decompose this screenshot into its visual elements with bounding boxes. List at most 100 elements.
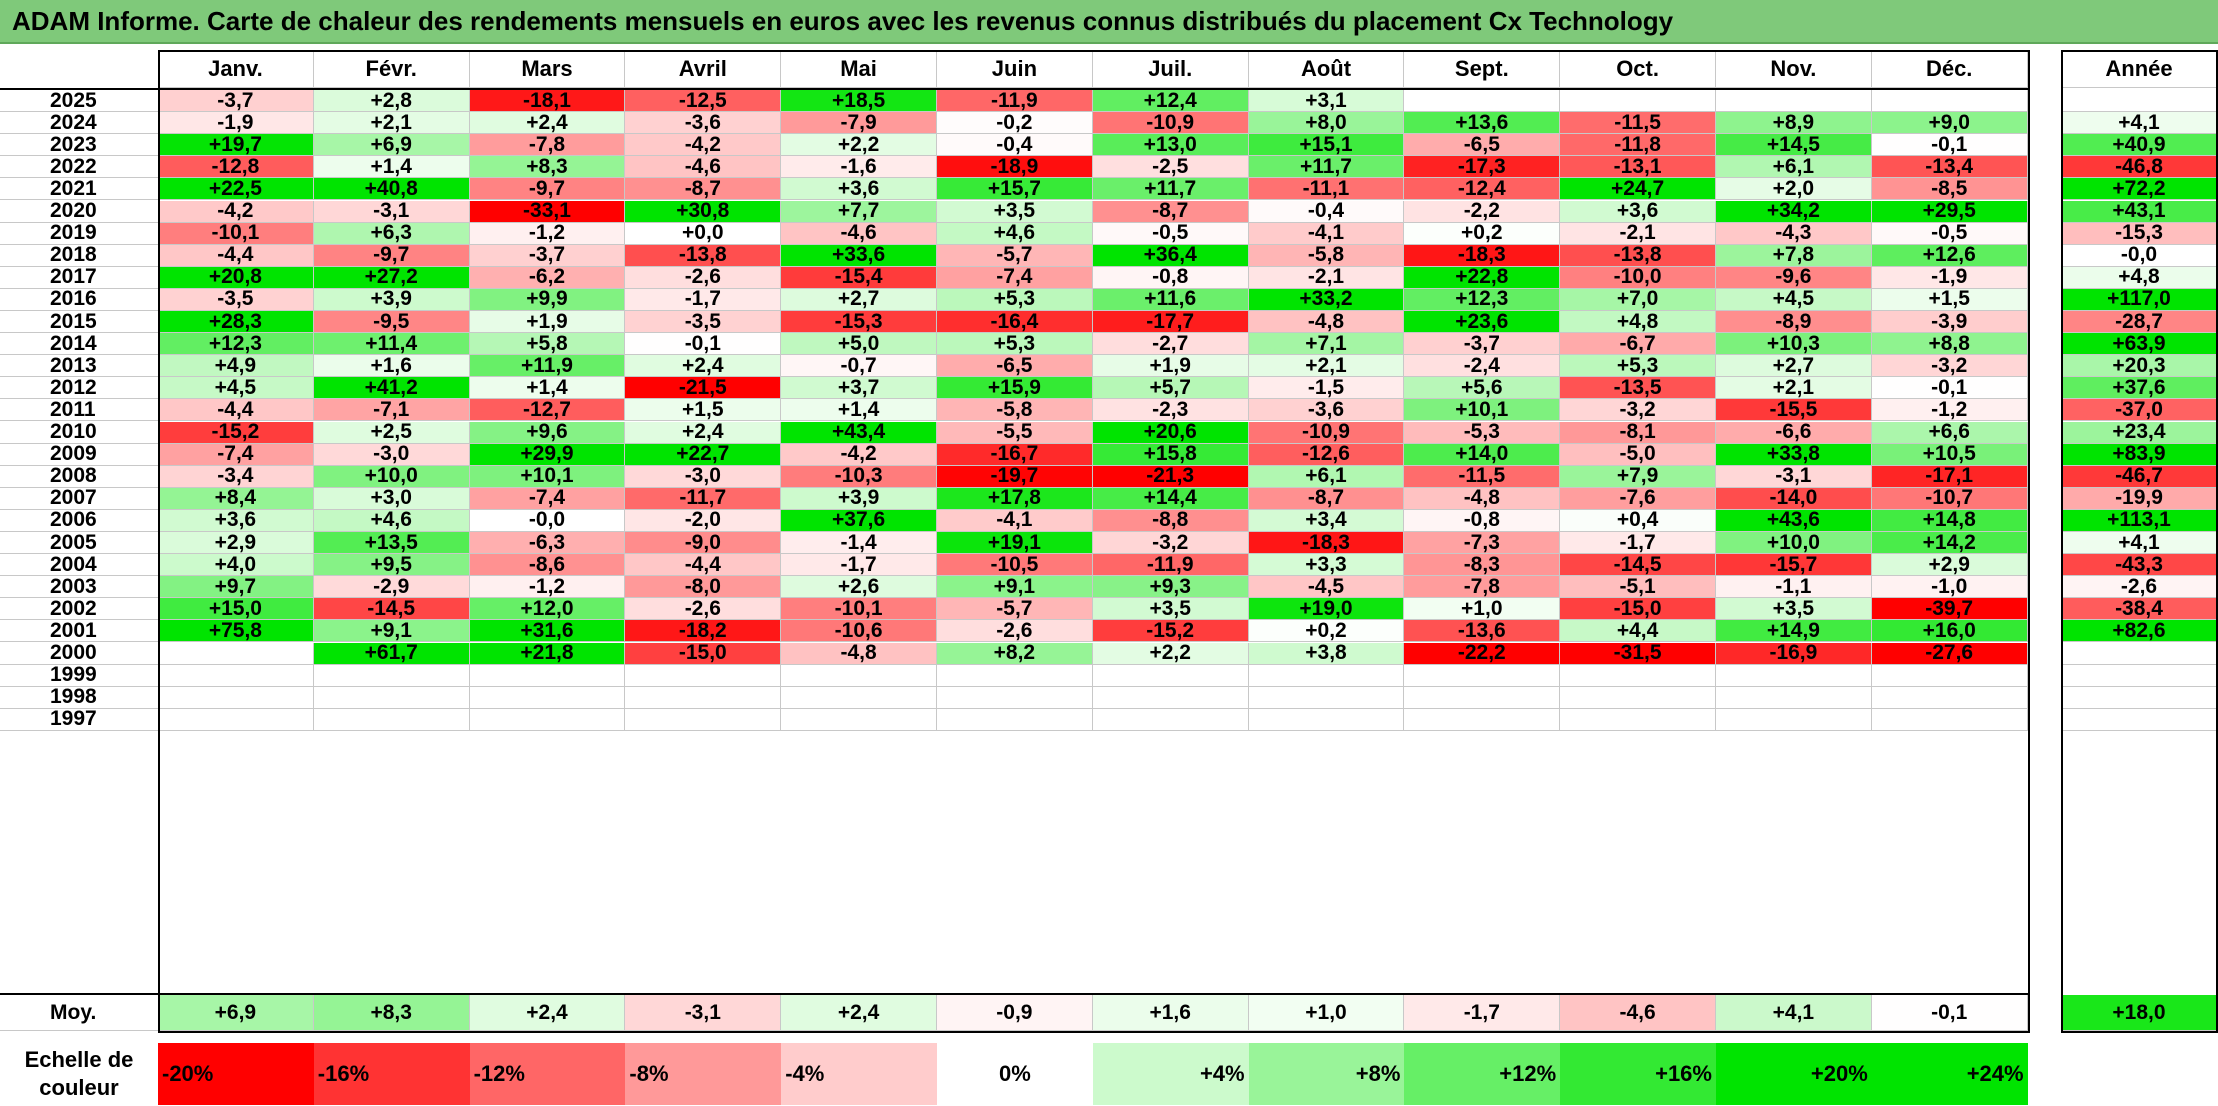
heatmap-cell: +14,0 bbox=[1404, 442, 1561, 466]
row-label: 2020 bbox=[0, 199, 158, 223]
heatmap-cell: +34,2 bbox=[1716, 199, 1872, 223]
heatmap-cell: -16,7 bbox=[937, 442, 1093, 466]
heatmap-cell: -4,1 bbox=[1248, 221, 1405, 245]
heatmap-cell: -10,9 bbox=[1092, 111, 1249, 135]
heatmap-cell: +12,3 bbox=[158, 332, 314, 356]
heatmap-cell: -6,7 bbox=[1560, 332, 1716, 356]
heatmap-cell: -16,9 bbox=[1716, 641, 1872, 665]
heatmap-cell: -1,7 bbox=[1560, 531, 1716, 555]
heatmap-cell: +2,1 bbox=[1248, 354, 1405, 378]
heatmap-cell bbox=[1871, 90, 2028, 113]
heatmap-cell bbox=[781, 708, 937, 731]
heatmap-cell: -3,7 bbox=[469, 243, 626, 267]
heatmap-cell: -7,6 bbox=[1560, 486, 1716, 510]
heatmap-cell: +2,4 bbox=[469, 111, 626, 135]
heatmap-cell: +14,9 bbox=[1716, 619, 1872, 643]
heatmap-cell: +7,0 bbox=[1560, 287, 1716, 311]
heatmap-cell: -0,5 bbox=[1871, 221, 2028, 245]
heatmap-cell: -0,2 bbox=[937, 111, 1093, 135]
heatmap-cell: +9,3 bbox=[1092, 575, 1249, 599]
heatmap-cell: -2,7 bbox=[1092, 332, 1249, 356]
row-label: 2019 bbox=[0, 221, 158, 245]
heatmap-cell: -3,1 bbox=[313, 199, 470, 223]
heatmap-cell: +2,5 bbox=[313, 420, 470, 444]
heatmap-cell bbox=[625, 708, 782, 731]
heatmap-cell: +9,0 bbox=[1871, 111, 2028, 135]
heatmap-cell: +14,8 bbox=[1871, 508, 2028, 532]
year-total-cell: +23,4 bbox=[2061, 420, 2218, 444]
heatmap-cell: +9,9 bbox=[469, 287, 626, 311]
row-label: 2013 bbox=[0, 354, 158, 378]
color-scale-swatch: -4% bbox=[781, 1043, 937, 1105]
heatmap-cell: -2,0 bbox=[625, 508, 782, 532]
heatmap-cell: -4,8 bbox=[1248, 310, 1405, 334]
heatmap-cell: +29,9 bbox=[469, 442, 626, 466]
heatmap-cell: +43,4 bbox=[781, 420, 937, 444]
heatmap-cell: -1,2 bbox=[1871, 398, 2028, 422]
heatmap-cell: +41,2 bbox=[313, 376, 470, 400]
heatmap-cell: -9,6 bbox=[1716, 265, 1872, 289]
heatmap-cell: -21,5 bbox=[625, 376, 782, 400]
year-total-cell: -2,6 bbox=[2061, 575, 2218, 599]
heatmap-cell bbox=[469, 708, 626, 731]
heatmap-cell: -3,6 bbox=[625, 111, 782, 135]
heatmap-cell: -4,2 bbox=[781, 442, 937, 466]
column-header: Janv. bbox=[158, 50, 314, 88]
heatmap-cell: -10,7 bbox=[1871, 486, 2028, 510]
heatmap-cell: -8,7 bbox=[1248, 486, 1405, 510]
heatmap-cell: -14,0 bbox=[1716, 486, 1872, 510]
heatmap-cell: +3,8 bbox=[1248, 641, 1405, 665]
heatmap-cell: -10,1 bbox=[781, 597, 937, 621]
heatmap-cell: +5,0 bbox=[781, 332, 937, 356]
heatmap-cell: -9,7 bbox=[469, 177, 626, 201]
average-cell: +1,0 bbox=[1248, 995, 1405, 1031]
heatmap-cell: -8,9 bbox=[1716, 310, 1872, 334]
heatmap-cell: -3,4 bbox=[158, 464, 314, 488]
row-label: 1997 bbox=[0, 707, 158, 731]
heatmap-cell: +15,1 bbox=[1248, 133, 1405, 157]
heatmap-cell bbox=[937, 686, 1093, 709]
heatmap-cell: +0,2 bbox=[1248, 619, 1405, 643]
row-label: 2003 bbox=[0, 575, 158, 599]
heatmap-cell: +33,2 bbox=[1248, 287, 1405, 311]
year-total-cell: +72,2 bbox=[2061, 177, 2218, 201]
heatmap-cell bbox=[469, 686, 626, 709]
heatmap-cell bbox=[1404, 664, 1561, 687]
heatmap-cell: +6,9 bbox=[313, 133, 470, 157]
heatmap-cell: +6,1 bbox=[1248, 464, 1405, 488]
color-scale-swatch: -8% bbox=[625, 1043, 782, 1105]
average-cell: -1,7 bbox=[1404, 995, 1561, 1031]
average-cell: -0,1 bbox=[1871, 995, 2028, 1031]
color-scale-swatch: +4% bbox=[1092, 1043, 1249, 1105]
heatmap-cell: -4,5 bbox=[1248, 575, 1405, 599]
heatmap-cell: +1,4 bbox=[781, 398, 937, 422]
heatmap-cell: -0,0 bbox=[469, 508, 626, 532]
row-label: 2025 bbox=[0, 89, 158, 113]
heatmap-cell: -8,3 bbox=[1404, 553, 1561, 577]
heatmap-cell: +2,7 bbox=[1716, 354, 1872, 378]
heatmap-cell bbox=[1871, 708, 2028, 731]
heatmap-cell: -15,2 bbox=[1092, 619, 1249, 643]
heatmap-cell: -17,7 bbox=[1092, 310, 1249, 334]
heatmap-cell: -0,4 bbox=[937, 133, 1093, 157]
year-total-cell: +37,6 bbox=[2061, 376, 2218, 400]
heatmap-cell: +1,4 bbox=[313, 155, 470, 179]
heatmap-cell: +11,6 bbox=[1092, 287, 1249, 311]
heatmap-cell bbox=[1248, 708, 1405, 731]
heatmap-cell: +2,2 bbox=[781, 133, 937, 157]
heatmap-cell: +2,8 bbox=[313, 89, 470, 113]
heatmap-cell: -4,4 bbox=[625, 553, 782, 577]
heatmap-cell: -7,1 bbox=[313, 398, 470, 422]
row-label: 2000 bbox=[0, 641, 158, 665]
heatmap-cell: +1,5 bbox=[625, 398, 782, 422]
heatmap-cell: -13,5 bbox=[1560, 376, 1716, 400]
heatmap-cell: -5,1 bbox=[1560, 575, 1716, 599]
heatmap-cell: +14,2 bbox=[1871, 531, 2028, 555]
heatmap-cell: +2,6 bbox=[781, 575, 937, 599]
heatmap-cell: -13,1 bbox=[1560, 155, 1716, 179]
heatmap-cell: -10,9 bbox=[1248, 420, 1405, 444]
heatmap-cell: -12,6 bbox=[1248, 442, 1405, 466]
heatmap-cell bbox=[158, 686, 314, 709]
row-label: 2004 bbox=[0, 553, 158, 577]
heatmap-cell: -2,1 bbox=[1560, 221, 1716, 245]
